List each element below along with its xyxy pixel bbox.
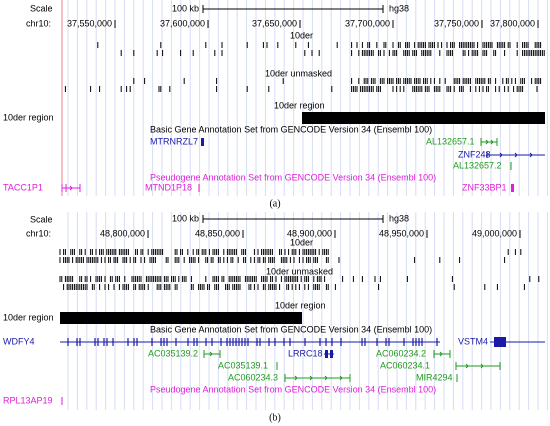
chrom-label: chr10: [26,228,51,238]
gene-label: WDFY4 [3,336,35,346]
track-label: 10der unmasked [266,266,333,276]
position-label: 37,750,000 [434,18,479,28]
scale-bar [202,215,384,223]
gene-label: AC060234.2 [376,348,426,358]
region-bar [302,112,545,124]
gene [480,138,498,146]
position-label: 37,550,000 [67,18,112,28]
assembly: hg38 [389,3,409,13]
gene [61,184,81,192]
gene [511,184,514,192]
grid [67,0,548,410]
feature-ticks [59,42,545,290]
gene [486,152,545,158]
scale-bar [202,5,384,13]
panel-a: Scale chr10: 100 kb hg38 37,550,000 37,60… [3,3,545,209]
gene-label: LRRC18 [288,348,323,358]
gene [455,362,501,370]
gene [201,138,204,146]
assembly: hg38 [389,213,409,223]
scale-label: Scale [30,3,53,13]
gene-label: ZNF248 [458,149,491,159]
gene-label: AC060234.1 [380,360,430,370]
track-label: 10der unmasked [265,68,332,78]
gene-label: VSTM4 [458,336,488,346]
track-label: Pseudogene Annotation Set from GENCODE V… [150,384,436,394]
gene-label: RPL13AP19 [3,395,53,405]
track-label: 10der region [274,100,325,110]
gene-label: AL132657.2 [453,160,502,170]
gene-label: AC060234.3 [228,372,278,382]
gene-label: AL132657.1 [426,136,475,146]
gene-label: AC035139.2 [148,348,198,358]
caption: (a) [269,198,280,209]
gene-label: MTND1P18 [145,182,192,192]
label-column [0,0,57,196]
region-bar [60,312,302,324]
position-label: 48,900,000 [287,228,332,238]
caption: (b) [269,412,281,423]
chrom-label: chr10: [26,18,51,28]
gene [494,337,506,347]
position-label: 37,600,000 [160,18,205,28]
gene [330,350,333,358]
gene-label: ZNF33BP1 [462,182,507,192]
label-column [0,212,57,410]
gene [284,374,351,382]
position-label: 37,700,000 [345,18,390,28]
track-label: 10der [290,237,313,247]
position-label: 37,650,000 [252,18,297,28]
gene [433,350,451,358]
track-left-label: 10der region [3,112,54,122]
gene-label: AC035139.1 [218,360,268,370]
track-label: 10der region [275,300,326,310]
gene-label: TACC1P1 [3,182,43,192]
gene-label: MTRNRZL7 [150,136,198,146]
track-label: Basic Gene Annotation Set from GENCODE V… [150,124,432,134]
scale-bar-label: 100 kb [172,213,199,223]
track-label: Basic Gene Annotation Set from GENCODE V… [150,324,432,334]
gene-label: MIR4294 [416,372,453,382]
track-label: 10der [290,30,313,40]
position-label: 48,850,000 [195,228,240,238]
panel-b: Scale chr10: 100 kb hg38 48,800,000 48,85… [3,213,545,423]
gene [203,350,221,358]
gene [325,350,328,358]
position-label: 48,950,000 [379,228,424,238]
position-label: 37,800,000 [490,18,535,28]
scale-label: Scale [30,214,53,224]
track-left-label: 10der region [3,312,54,322]
scale-bar-label: 100 kb [172,3,199,13]
position-label: 48,800,000 [100,228,145,238]
track-label: Pseudogene Annotation Set from GENCODE V… [150,172,436,182]
position-label: 49,000,000 [472,228,517,238]
